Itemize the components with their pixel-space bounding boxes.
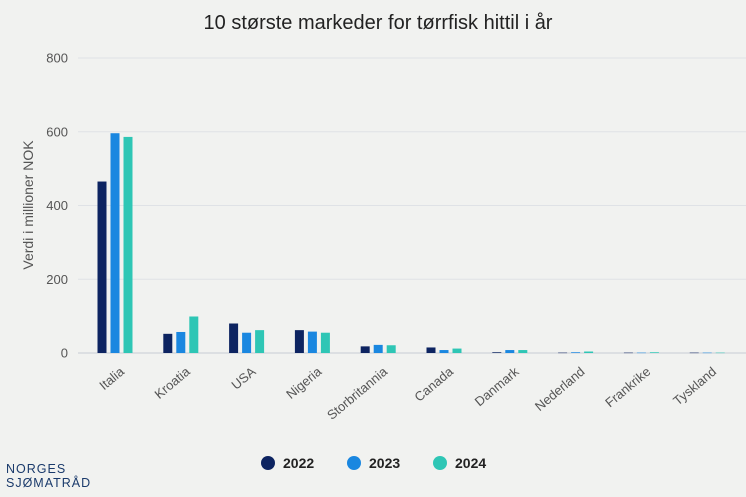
y-tick-label: 0 [61,346,68,361]
legend-item-2023[interactable]: 2023 [347,455,400,471]
bar-2023-frankrike[interactable] [636,352,646,354]
x-tick-label: Canada [411,363,456,404]
y-tick-label: 800 [46,51,68,66]
bar-2024-nigeria[interactable] [320,332,330,353]
legend-label: 2022 [283,455,314,471]
bar-2023-italia[interactable] [110,133,120,353]
legend-item-2022[interactable]: 2022 [261,455,314,471]
bar-2022-nigeria[interactable] [294,330,304,353]
x-tick-label: Danmark [472,363,522,409]
bar-2022-usa[interactable] [229,323,239,354]
chart-title: 10 største markeder for tørrfisk hittil … [204,12,553,34]
bar-2023-canada[interactable] [439,350,449,353]
legend-swatch [261,456,275,470]
y-tick-labels: 0 200 400 600 800 [46,51,68,361]
y-axis-label: Verdi i millioner NOK [20,140,36,270]
legend[interactable]: 2022 2023 2024 [261,455,486,471]
bar-2024-danmark[interactable] [518,350,528,353]
bar-2022-italia[interactable] [97,181,107,353]
bar-2022-canada[interactable] [426,347,436,353]
legend-label: 2024 [455,455,486,471]
bar-2024-storbritannia[interactable] [386,345,396,353]
bar-2023-nigeria[interactable] [307,331,317,353]
legend-label: 2023 [369,455,400,471]
legend-item-2024[interactable]: 2024 [433,455,486,471]
bar-2023-tyskland[interactable] [702,352,712,354]
x-tick-label: USA [228,364,258,393]
x-tick-label: Nigeria [283,363,325,401]
grid-lines [78,57,746,354]
brand-line-2: SJØMATRÅD [6,476,92,490]
y-tick-label: 200 [46,272,68,287]
legend-swatch [347,456,361,470]
y-tick-label: 400 [46,198,68,213]
bar-2022-frankrike[interactable] [623,352,633,354]
bar-2024-italia[interactable] [123,136,133,353]
bar-2024-canada[interactable] [452,348,462,353]
x-tick-label: Kroatia [152,363,194,401]
bar-2022-danmark[interactable] [492,352,502,353]
bar-2022-kroatia[interactable] [163,333,173,353]
bar-2024-usa[interactable] [255,330,265,353]
bar-2023-nederland[interactable] [571,352,581,353]
x-tick-labels: Italia Kroatia USA Nigeria Storbritannia Cana… [96,363,719,422]
x-tick-label: Italia [96,363,127,393]
bar-2023-kroatia[interactable] [176,331,186,353]
bar-2024-tyskland[interactable] [715,352,725,354]
x-tick-label: Storbritannia [324,363,391,422]
y-tick-label: 600 [46,124,68,139]
x-tick-label: Nederland [532,364,588,414]
legend-swatch [433,456,447,470]
bar-2024-frankrike[interactable] [649,352,659,353]
brand-logo: NORGES SJØMATRÅD [6,462,91,490]
x-tick-label: Frankrike [602,364,653,410]
bar-2022-tyskland[interactable] [689,352,699,354]
x-tick-label: Tyskland [670,364,719,408]
bar-2024-kroatia[interactable] [189,316,199,353]
bar-2022-storbritannia[interactable] [360,346,370,353]
bars [97,133,725,354]
bar-2023-danmark[interactable] [505,350,515,353]
bar-2023-storbritannia[interactable] [373,344,383,353]
brand-line-1: NORGES [6,462,67,476]
bar-2023-usa[interactable] [242,332,252,353]
bar-2022-nederland[interactable] [558,352,568,354]
bar-2024-nederland[interactable] [584,351,594,353]
